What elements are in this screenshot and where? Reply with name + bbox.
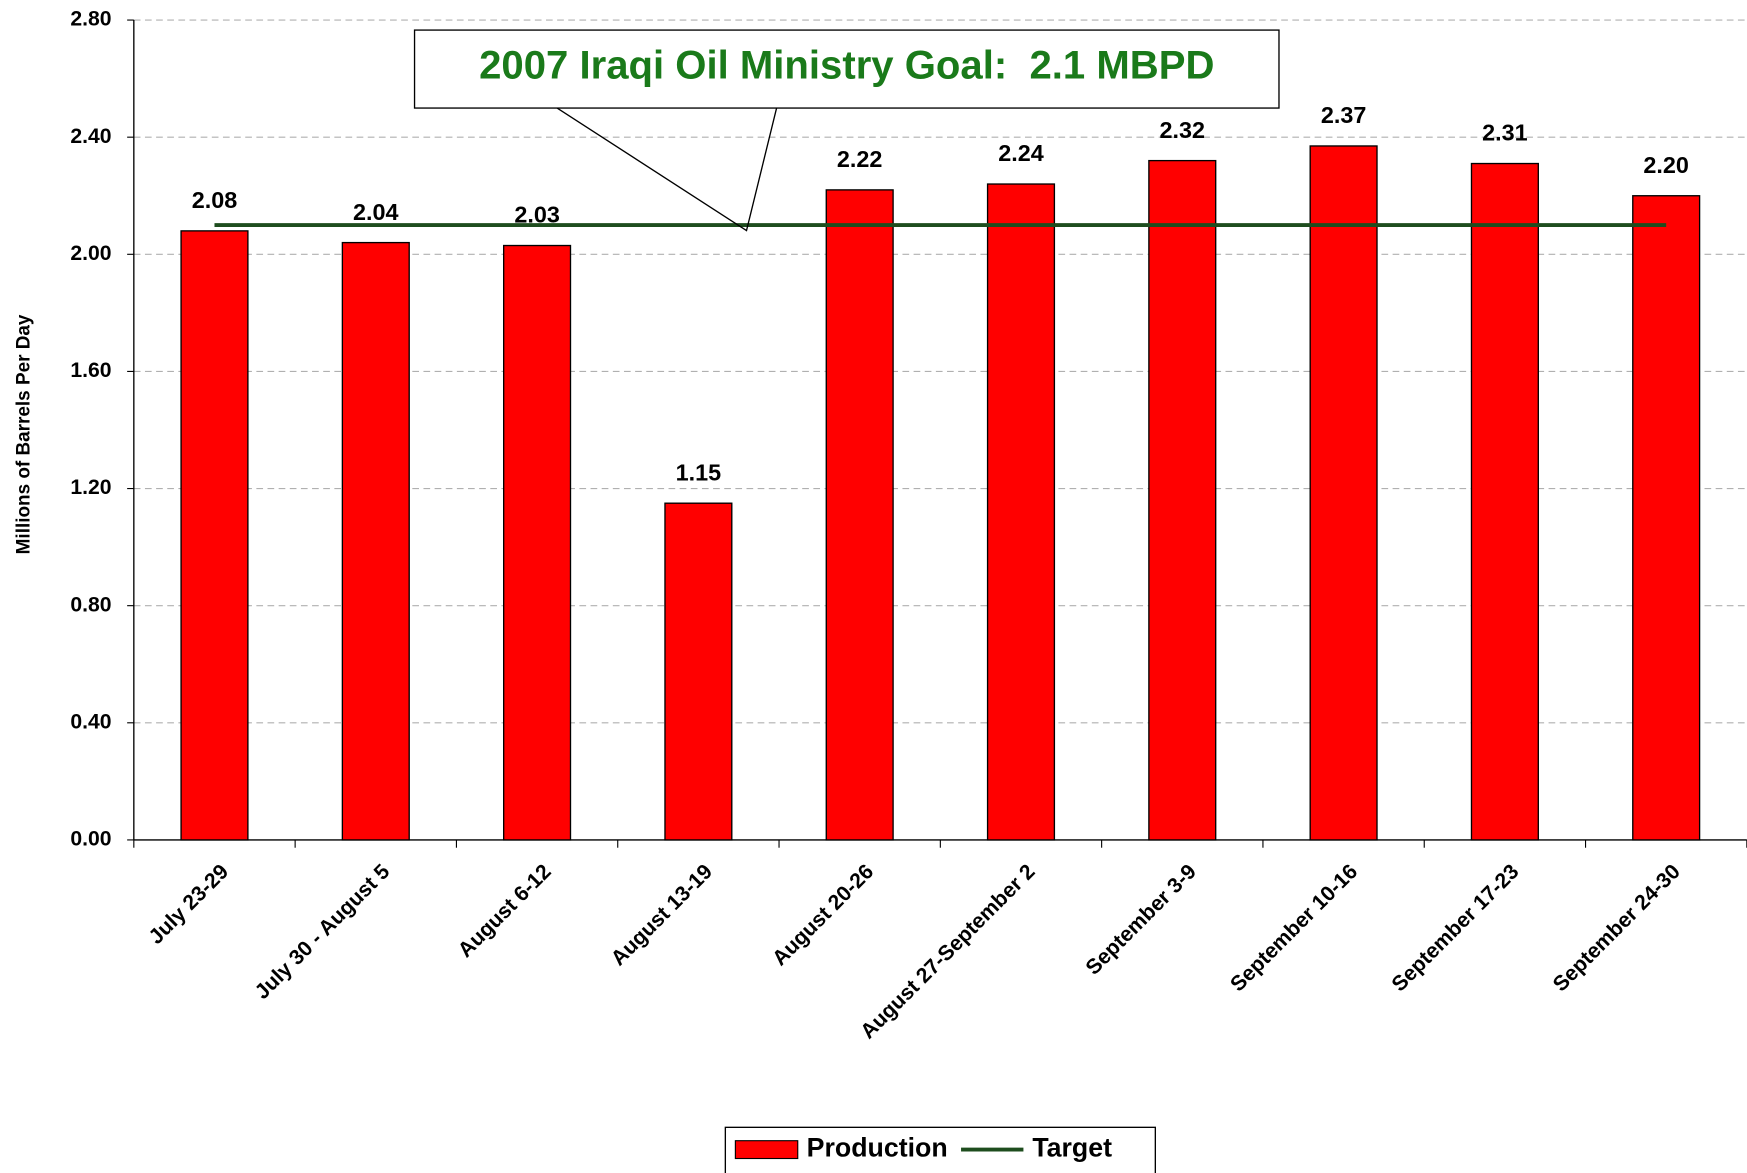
annotation-box [413,29,1280,109]
data-label: 2.08 [192,187,238,213]
bar [1148,159,1217,841]
data-label: 2.04 [353,199,399,225]
x-tick-label: July 23-29 [144,860,233,949]
y-tick-label: 2.00 [70,242,111,265]
y-tick-label: 0.00 [70,828,111,851]
legend-label: Production [807,1133,948,1163]
x-tick-label: September 3-9 [1082,860,1201,979]
y-tick-label: 2.80 [70,8,111,31]
data-label: 2.31 [1482,120,1527,146]
x-tick-label: July 30 - August 5 [251,860,395,1004]
bar [664,502,733,841]
legend-swatch [734,1140,799,1160]
x-tick-label: August 20-26 [768,860,878,970]
x-tick-label: September 10-16 [1226,860,1362,996]
x-tick-label: August 27-September 2 [856,860,1039,1043]
x-tick-label: September 17-23 [1388,860,1524,996]
data-label: 2.22 [837,146,883,172]
bar [502,244,572,841]
data-label: 2.20 [1643,152,1689,178]
legend-label: Target [1032,1133,1112,1163]
bar [1470,162,1539,841]
x-tick-label: August 6-12 [454,860,556,962]
bar [341,241,410,841]
y-tick-label: 0.80 [70,593,111,616]
bar [1309,145,1378,841]
y-tick-label: 1.60 [70,359,111,382]
annotation: 2007 Iraqi Oil Ministry Goal: 2.1 MBPD [479,44,1214,88]
y-tick-label: 1.20 [70,476,111,499]
callout-pointer [556,107,778,232]
y-tick-label: 2.40 [70,125,111,148]
x-tick-label: August 13-19 [607,860,717,970]
bar [180,230,249,841]
y-axis-label: Millions of Barrels Per Day [14,314,35,554]
y-tick-label: 0.40 [70,710,111,733]
x-tick-label: September 24-30 [1549,860,1685,996]
data-label: 1.15 [676,459,722,485]
data-label: 2.32 [1160,117,1206,143]
bar [1632,195,1701,841]
bar [986,183,1056,841]
data-label: 2.37 [1321,102,1366,128]
bar [825,189,894,841]
data-label: 2.24 [998,140,1044,166]
